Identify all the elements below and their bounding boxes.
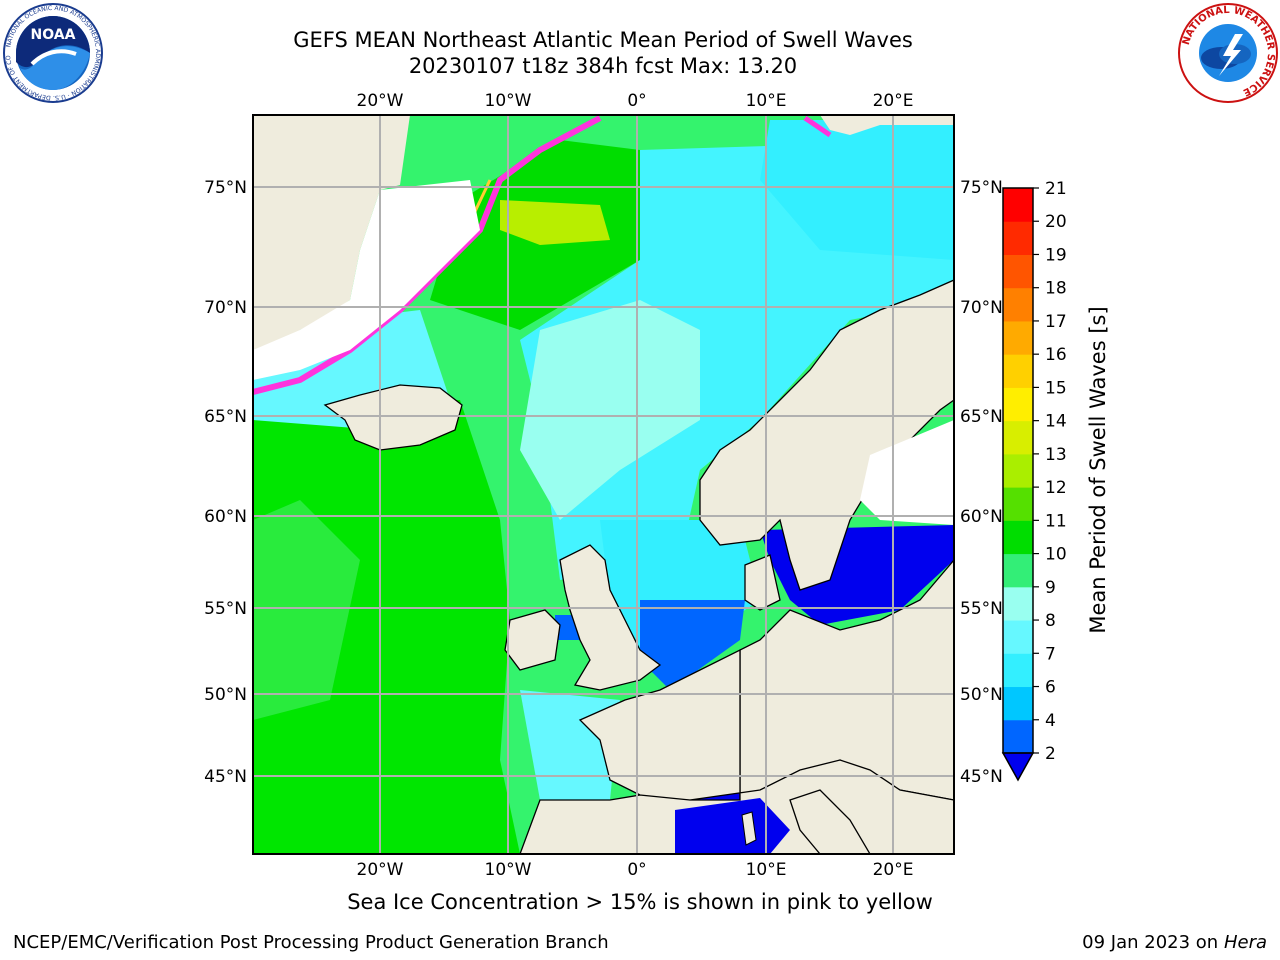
colorbar-tick-label: 21	[1045, 180, 1067, 199]
no-data-ice	[253, 180, 480, 380]
lat-label-left-55: 55°N	[204, 599, 247, 619]
lat-label-right-70: 70°N	[960, 298, 1003, 318]
colorbar-segment	[1003, 221, 1033, 255]
colorbar-tick-label: 14	[1045, 412, 1067, 432]
colorbar-segment	[1003, 453, 1033, 488]
lat-label-right-75: 75°N	[960, 178, 1003, 198]
colorbar-segment	[1003, 387, 1033, 422]
colorbar-tick-label: 12	[1045, 478, 1067, 498]
lon-label-bottom-10w: 10°W	[485, 860, 532, 880]
atlantic-green	[253, 400, 520, 854]
noaa-logo-text: NOAA	[31, 27, 76, 43]
atlantic-green-light	[253, 500, 360, 720]
continental-europe	[519, 648, 954, 854]
footer-date: 09 Jan 2023 on Hera	[1082, 932, 1267, 953]
lat-label-right-60: 60°N	[960, 507, 1003, 527]
ligurian-sea	[675, 798, 790, 854]
lon-label-bottom-0: 0°	[627, 860, 646, 880]
colorbar-segment	[1003, 354, 1033, 388]
colorbar-segments	[1003, 188, 1033, 754]
colorbar-tick-label: 2	[1045, 744, 1056, 764]
map-field	[253, 115, 954, 854]
north-sea-blue	[640, 600, 745, 690]
lat-label-left-65: 65°N	[204, 407, 247, 427]
map-frame	[252, 114, 955, 855]
lon-label-top-20w: 20°W	[357, 91, 404, 111]
lat-label-right-45: 45°N	[960, 767, 1003, 787]
sea-ice-note: Sea Ice Concentration > 15% is shown in …	[347, 890, 933, 914]
colorbar-extend-triangle	[1001, 752, 1035, 782]
lon-label-bottom-10e: 10°E	[746, 860, 787, 880]
chart-subtitle: 20230107 t18z 384h fcst Max: 13.20	[408, 54, 798, 78]
lon-label-bottom-20w: 20°W	[357, 860, 404, 880]
colorbar-tick-label: 20	[1045, 212, 1067, 232]
lat-label-right-65: 65°N	[960, 407, 1003, 427]
ireland	[504, 609, 561, 671]
lat-label-right-55: 55°N	[960, 599, 1003, 619]
footer-credit: NCEP/EMC/Verification Post Processing Pr…	[13, 932, 609, 953]
colorbar-tick-label: 16	[1045, 345, 1067, 365]
footer-machine: Hera	[1223, 932, 1267, 953]
lat-label-left-75: 75°N	[204, 178, 247, 198]
colorbar-segment	[1003, 487, 1033, 521]
colorbar-frame	[1002, 187, 1034, 754]
colorbar-tick-label: 4	[1045, 711, 1056, 731]
great-britain	[559, 544, 662, 691]
footer-date-text: 09 Jan 2023 on	[1082, 932, 1224, 953]
colorbar-segment	[1003, 420, 1033, 455]
nws-logo: NATIONAL WEATHER SERVICE	[1178, 3, 1278, 103]
colorbar-segment	[1003, 188, 1033, 222]
svalbard	[820, 115, 954, 135]
colorbar-segment	[1003, 686, 1033, 721]
lat-label-right-50: 50°N	[960, 685, 1003, 705]
lon-label-top-10w: 10°W	[485, 91, 532, 111]
lon-label-bottom-20e: 20°E	[873, 860, 914, 880]
lon-label-top-10e: 10°E	[746, 91, 787, 111]
colorbar-tick-label: 7	[1045, 644, 1056, 664]
colorbar: 2 4 6 7 8 9 10 11 12 13 14 15 16 17 18 19 20 21	[1001, 180, 1067, 782]
gridlines	[253, 115, 954, 854]
lon-label-top-20e: 20°E	[873, 91, 914, 111]
colorbar-tick-label: 6	[1045, 678, 1056, 698]
colorbar-tick-label: 19	[1045, 245, 1067, 265]
north-yellow	[500, 200, 610, 245]
colorbar-tick-label: 9	[1045, 578, 1056, 598]
colorbar-label: Mean Period of Swell Waves [s]	[1086, 306, 1110, 634]
colorbar-segment	[1003, 520, 1033, 555]
colorbar-segment	[1003, 553, 1033, 588]
colorbar-ticks: 2 4 6 7 8 9 10 11 12 13 14 15 16 17 18 19 20 21	[1033, 180, 1067, 764]
colorbar-tick-label: 10	[1045, 545, 1067, 565]
finland-white	[860, 420, 954, 525]
colorbar-tick-label: 18	[1045, 279, 1067, 299]
noaa-logo: NATIONAL OCEANIC AND ATMOSPHERIC ADMINIS…	[2, 2, 103, 103]
norwegian-lightcyan	[520, 300, 700, 520]
lat-label-left-50: 50°N	[204, 685, 247, 705]
italy	[789, 789, 871, 854]
corsica	[741, 811, 757, 846]
colorbar-tick-label: 11	[1045, 511, 1067, 531]
northeast-cyan	[760, 120, 954, 260]
chart-title: GEFS MEAN Northeast Atlantic Mean Period…	[293, 28, 913, 52]
colorbar-tick-label: 13	[1045, 445, 1067, 465]
colorbar-tick-label: 8	[1045, 611, 1056, 631]
colorbar-segment	[1003, 620, 1033, 654]
colorbar-segment	[1003, 653, 1033, 688]
lat-label-left-45: 45°N	[204, 767, 247, 787]
lat-label-left-60: 60°N	[204, 507, 247, 527]
greenland	[253, 115, 410, 350]
colorbar-segment	[1003, 320, 1033, 355]
colorbar-segment	[1003, 254, 1033, 289]
colorbar-tick-label: 17	[1045, 312, 1067, 332]
colorbar-segment	[1003, 287, 1033, 322]
lat-label-left-70: 70°N	[204, 298, 247, 318]
colorbar-segment	[1003, 586, 1033, 621]
colorbar-tick-label: 15	[1045, 378, 1067, 398]
colorbar-segment	[1003, 719, 1033, 754]
lon-label-top-0: 0°	[627, 91, 646, 111]
iceland	[323, 384, 463, 451]
